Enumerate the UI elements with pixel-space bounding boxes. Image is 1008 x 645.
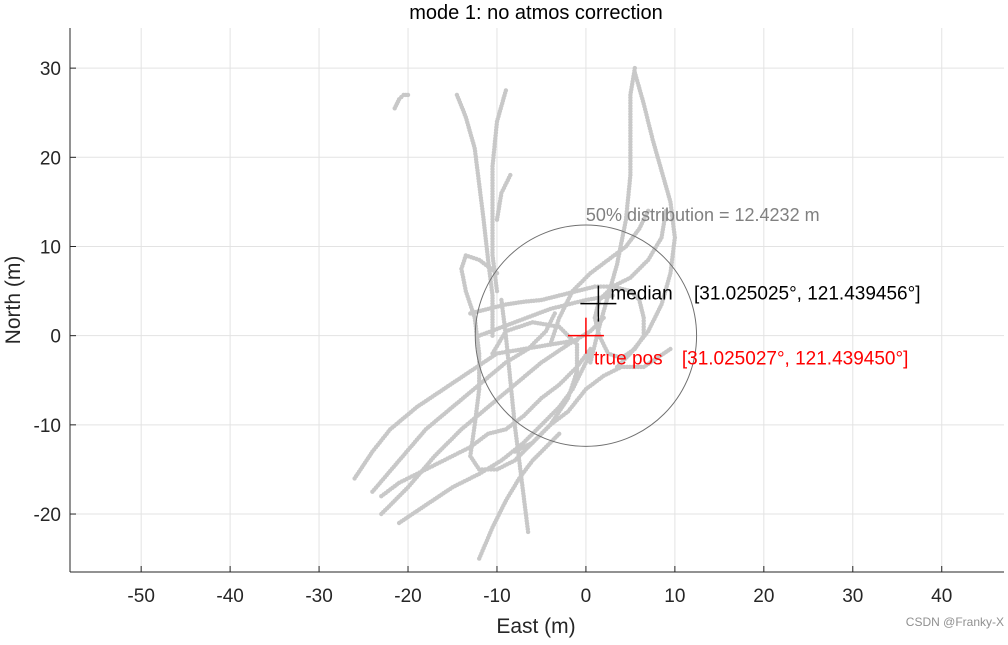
true-pos-coords: [31.025027°, 121.439450°] xyxy=(682,349,909,370)
x-tick-label: -10 xyxy=(483,586,510,607)
y-axis-label: North (m) xyxy=(2,256,25,345)
y-tick-label: 30 xyxy=(40,59,61,80)
median-name: median xyxy=(610,284,672,305)
median-coords: [31.025025°, 121.439456°] xyxy=(694,284,921,305)
data-point xyxy=(552,311,557,316)
y-tick-label: 20 xyxy=(40,148,61,169)
true-pos-name: true pos xyxy=(594,349,663,370)
data-point xyxy=(494,288,500,294)
distribution-circle xyxy=(474,224,698,447)
data-point xyxy=(632,65,637,71)
x-tick-label: 20 xyxy=(753,586,774,607)
data-point xyxy=(646,208,651,213)
data-point xyxy=(668,346,673,352)
y-tick-label: 10 xyxy=(40,237,61,258)
x-tick-label: 40 xyxy=(931,586,952,607)
x-tick-label: 0 xyxy=(581,586,592,607)
data-points xyxy=(352,65,678,561)
x-tick-label: -30 xyxy=(305,586,332,607)
x-tick-label: -20 xyxy=(394,586,421,607)
x-tick-label: -40 xyxy=(216,586,243,607)
y-tick-label: 0 xyxy=(50,327,61,348)
median-marker xyxy=(580,285,617,322)
data-point xyxy=(512,449,517,454)
data-point xyxy=(557,431,562,436)
x-axis-label: East (m) xyxy=(496,615,575,638)
data-point xyxy=(490,333,495,338)
annotations: 50% distribution = 12.4232 m median [31.… xyxy=(474,205,921,447)
true-pos-marker xyxy=(567,317,604,354)
x-tick-label: -50 xyxy=(127,586,154,607)
data-point xyxy=(663,208,669,213)
x-tick-group: -50 -40 -30 -20 -10 0 10 20 30 40 xyxy=(127,566,952,607)
circle-label: 50% distribution = 12.4232 m xyxy=(586,205,820,225)
x-tick-label: 10 xyxy=(664,586,685,607)
data-point xyxy=(405,92,411,98)
data-point xyxy=(614,364,620,370)
axes: -50 -40 -30 -20 -10 0 10 20 30 40 -20 -10 0 10 20 30 xyxy=(34,28,1004,607)
chart-title: mode 1: no atmos correction xyxy=(409,2,662,24)
y-tick-label: -20 xyxy=(34,505,61,526)
y-tick-group: -20 -10 0 10 20 30 xyxy=(34,59,76,526)
median-label: median [31.025025°, 121.439456°] xyxy=(610,284,920,305)
true-pos-label: true pos [31.025027°, 121.439450°] xyxy=(594,349,908,370)
data-point xyxy=(610,293,615,298)
watermark: CSDN @Franky-X xyxy=(906,615,1004,629)
data-point xyxy=(508,172,513,178)
data-point xyxy=(499,297,504,303)
y-tick-label: -10 xyxy=(34,416,61,437)
x-tick-label: 30 xyxy=(842,586,863,607)
